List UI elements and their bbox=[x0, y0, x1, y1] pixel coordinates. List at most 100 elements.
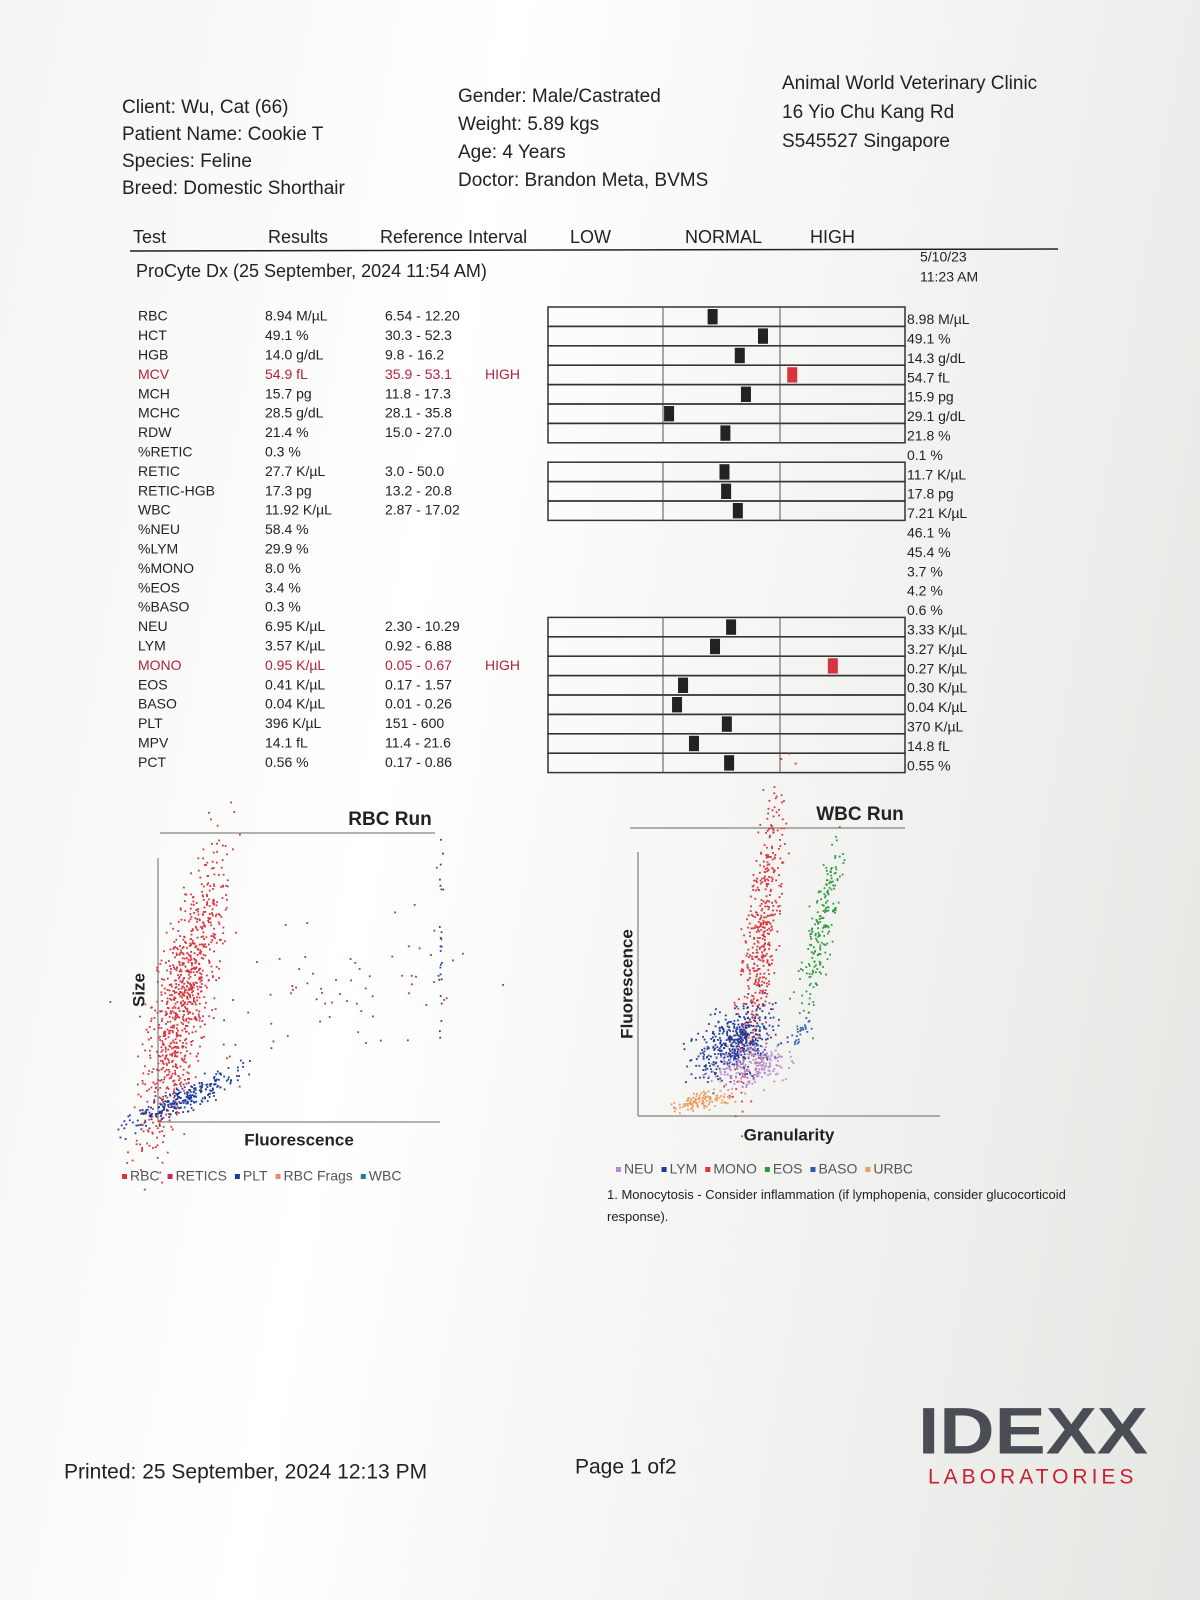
scatter-dot bbox=[174, 1055, 176, 1057]
scatter-dot bbox=[819, 953, 822, 956]
page-number: Page 1 of2 bbox=[575, 1456, 677, 1479]
scatter-dot bbox=[162, 1066, 165, 1069]
scatter-dot bbox=[158, 1023, 161, 1026]
scatter-dot bbox=[173, 1095, 176, 1097]
scatter-dot bbox=[745, 1021, 748, 1024]
scatter-dot bbox=[720, 1043, 723, 1046]
scatter-dot bbox=[203, 996, 206, 998]
scatter-dot bbox=[799, 1030, 802, 1032]
scatter-dot bbox=[745, 1036, 748, 1039]
scatter-dot bbox=[816, 901, 818, 904]
scatter-dot bbox=[439, 1030, 441, 1033]
scatter-dot bbox=[194, 974, 196, 976]
scatter-dot bbox=[756, 886, 759, 889]
test-result: 58.4 % bbox=[265, 521, 309, 537]
scatter-dot bbox=[804, 1024, 806, 1027]
scatter-dot bbox=[157, 1106, 160, 1109]
reference-interval: 2.87 - 17.02 bbox=[385, 502, 460, 518]
scatter-dot bbox=[752, 1055, 755, 1058]
scatter-dot bbox=[727, 1028, 730, 1031]
scatter-dot bbox=[195, 1055, 198, 1058]
test-name: BASO bbox=[138, 696, 177, 712]
scatter-dot bbox=[203, 864, 206, 866]
scatter-dot bbox=[757, 831, 760, 834]
scatter-dot bbox=[440, 945, 443, 948]
scatter-dot bbox=[721, 1027, 724, 1030]
scatter-dot bbox=[222, 844, 224, 847]
scatter-dot bbox=[811, 973, 814, 975]
scatter-dot bbox=[815, 964, 817, 967]
gauge-box bbox=[547, 500, 906, 522]
scatter-dot bbox=[747, 914, 750, 917]
scatter-dot bbox=[171, 1047, 174, 1050]
scatter-dot bbox=[161, 978, 163, 980]
scatter-dot bbox=[764, 936, 766, 938]
scatter-dot bbox=[137, 1055, 139, 1058]
scatter-dot bbox=[725, 1067, 728, 1070]
column-header: Test bbox=[133, 227, 166, 247]
scatter-dot bbox=[193, 1101, 196, 1104]
scatter-dot bbox=[703, 1107, 706, 1110]
scatter-dot bbox=[196, 985, 199, 988]
scatter-dot bbox=[219, 1086, 222, 1089]
scatter-dot bbox=[180, 949, 182, 952]
scatter-dot bbox=[733, 1020, 736, 1022]
scatter-dot bbox=[185, 1038, 188, 1040]
scatter-dot bbox=[816, 984, 818, 986]
scatter-dot bbox=[805, 972, 808, 975]
scatter-dot bbox=[751, 1038, 754, 1041]
scatter-dot bbox=[728, 1039, 731, 1042]
x-axis-label: Granularity bbox=[744, 1125, 835, 1144]
scatter-dot bbox=[183, 992, 185, 995]
scatter-dot bbox=[182, 1073, 185, 1076]
scatter-dot bbox=[164, 1050, 167, 1053]
scatter-dot bbox=[768, 921, 771, 924]
scatter-dot bbox=[834, 856, 837, 859]
scatter-dot bbox=[193, 1084, 196, 1086]
scatter-dot bbox=[745, 1038, 747, 1041]
scatter-dot bbox=[186, 1093, 189, 1096]
scatter-dot bbox=[827, 909, 830, 912]
scatter-dot bbox=[727, 1052, 730, 1055]
scatter-dot bbox=[734, 1068, 736, 1071]
scatter-dot bbox=[207, 919, 210, 922]
scatter-dot bbox=[190, 938, 192, 940]
gauge-box bbox=[547, 674, 906, 696]
scatter-dot bbox=[170, 968, 172, 970]
scatter-dot bbox=[745, 1035, 748, 1037]
test-name: %MONO bbox=[138, 560, 194, 576]
scatter-dot bbox=[719, 1037, 721, 1039]
scatter-dot bbox=[165, 1113, 167, 1116]
scatter-dot bbox=[768, 933, 770, 935]
scatter-dot bbox=[715, 1094, 718, 1097]
scatter-dot bbox=[169, 1093, 171, 1096]
scatter-dot bbox=[191, 964, 193, 967]
scatter-dot bbox=[187, 961, 190, 964]
scatter-dot bbox=[714, 1073, 716, 1075]
scatter-dot bbox=[823, 935, 826, 937]
scatter-dot bbox=[690, 1099, 693, 1102]
scatter-dot bbox=[167, 1099, 169, 1102]
scatter-dot bbox=[805, 966, 808, 968]
scatter-dot bbox=[763, 945, 765, 948]
scatter-dot bbox=[813, 960, 816, 963]
column-header: Results bbox=[268, 227, 328, 247]
scatter-dot bbox=[834, 866, 837, 868]
scatter-dot bbox=[764, 1016, 767, 1018]
scatter-dot bbox=[176, 1105, 179, 1108]
scatter-dot bbox=[763, 981, 766, 984]
scatter-dot bbox=[702, 1058, 705, 1060]
scatter-dot bbox=[721, 1099, 724, 1102]
test-result: 6.95 K/µL bbox=[265, 618, 325, 634]
scatter-dot bbox=[165, 1023, 167, 1025]
scatter-dot bbox=[187, 992, 190, 995]
scatter-dot bbox=[830, 874, 833, 877]
scatter-dot bbox=[741, 1075, 744, 1078]
scatter-dot bbox=[822, 864, 825, 866]
scatter-dot bbox=[728, 1040, 731, 1043]
scatter-dot bbox=[196, 929, 199, 931]
scatter-dot bbox=[169, 994, 171, 997]
legend-label: LYM bbox=[670, 1161, 698, 1177]
scatter-dot bbox=[710, 1055, 712, 1058]
scatter-dot bbox=[170, 1106, 172, 1109]
